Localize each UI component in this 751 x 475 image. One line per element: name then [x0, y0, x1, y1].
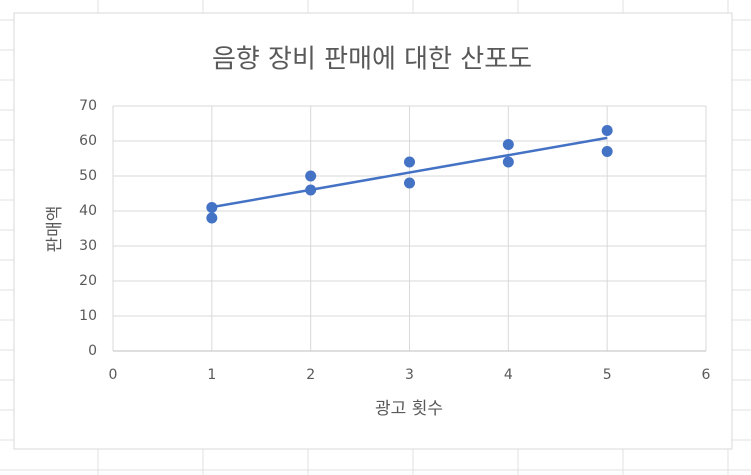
point: [206, 202, 218, 213]
x-tick-label: 1: [207, 367, 216, 383]
point: [404, 177, 415, 189]
trendline: [211, 136, 608, 209]
y-tick-label: 0: [88, 343, 97, 359]
y-tick-label: 50: [79, 168, 97, 184]
point: [502, 156, 514, 168]
y-tick-label: 30: [79, 238, 97, 254]
x-tick-label: 6: [702, 367, 711, 383]
y-tick-label: 40: [79, 203, 97, 219]
x-tick-label: 2: [306, 367, 315, 383]
x-tick-label: 5: [603, 367, 612, 383]
y-tick-label: 60: [79, 133, 97, 149]
point: [206, 212, 218, 224]
point: [601, 146, 613, 157]
y-tick-label: 20: [79, 273, 97, 289]
chart-title: 음향 장비 판매에 대한 산포도: [212, 45, 532, 75]
point: [502, 139, 514, 150]
x-tick-label: 0: [109, 367, 118, 383]
y-tick-label: 10: [79, 308, 97, 324]
x-tick-label: 4: [504, 367, 513, 383]
y-axis-title: 판매액: [45, 206, 65, 253]
y-tick-label: 70: [79, 98, 97, 114]
x-tick-label: 3: [405, 367, 414, 383]
x-axis-title: 광고 횟수: [375, 399, 443, 419]
point: [305, 170, 317, 182]
point: [404, 156, 415, 168]
point: [601, 125, 613, 136]
chart-area: [13, 12, 733, 450]
